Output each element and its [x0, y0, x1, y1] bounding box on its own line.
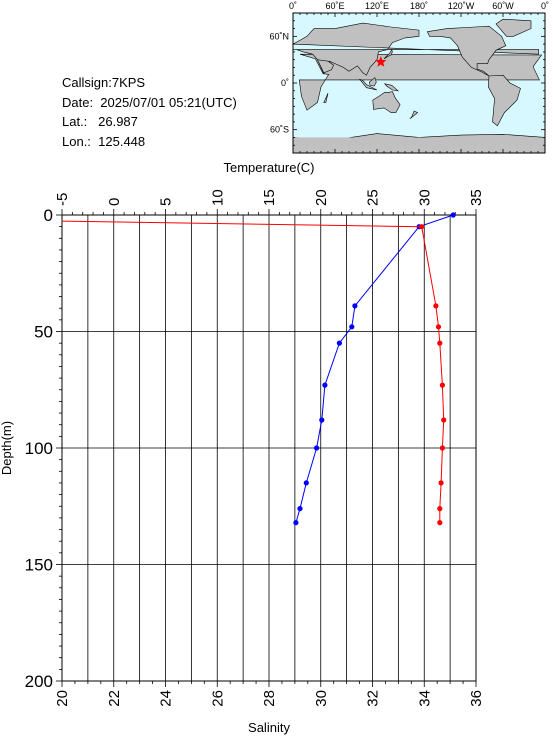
location-marker-icon: [375, 56, 387, 67]
salinity-point: [439, 445, 445, 451]
temperature-point: [336, 340, 342, 346]
map-landmass: [372, 91, 401, 113]
map-landmass: [487, 74, 521, 127]
salinity-point: [437, 506, 443, 512]
salinity-point: [437, 340, 443, 346]
temperature-line: [295, 214, 454, 523]
depth-tick-label: 0: [44, 206, 53, 225]
map-lon-label: 0˚: [541, 1, 549, 11]
map-landmass: [359, 78, 378, 91]
world-map: 0˚ 60˚E 120˚E 180˚ 120˚W 60˚W 0˚ 60˚N 0˚ 60˚S: [269, 1, 549, 154]
temperature-point: [349, 324, 355, 330]
map-landmass: [291, 22, 540, 76]
temperature-point: [297, 506, 303, 512]
temperature-series: [293, 212, 456, 526]
salinity-point: [439, 382, 445, 388]
salinity-point: [438, 480, 444, 486]
location-marker-star: [375, 56, 387, 67]
data-series: [61, 212, 456, 526]
salinity-point: [435, 324, 442, 330]
map-lon-label: 60˚W: [492, 1, 514, 11]
depth-tick-label: 200: [25, 672, 53, 691]
salinity-point: [419, 224, 425, 230]
map-landmass: [383, 83, 399, 92]
temperature-tick-labels: -5 0 5 10 15 20 25 30 35: [54, 189, 485, 206]
map-lat-label: 60˚N: [269, 31, 289, 41]
depth-tick-label: 50: [34, 323, 53, 342]
map-land: [291, 18, 546, 154]
temperature-tick-label: 35: [468, 189, 485, 206]
temperature-tick-label: 0: [106, 198, 123, 206]
salinity-point: [441, 417, 447, 423]
map-antarctica: [293, 137, 545, 153]
temperature-point: [450, 212, 456, 218]
map-lon-label: 180˚: [410, 1, 428, 11]
depth-tick-label: 100: [25, 439, 53, 458]
date-text: Date: 2025/07/01 05:21(UTC): [62, 94, 237, 110]
temperature-tick-label: 5: [158, 198, 175, 206]
station-info: Callsign:7KPS Date: 2025/07/01 05:21(UTC…: [62, 73, 237, 151]
depth-tick-label: 150: [25, 556, 53, 575]
map-lon-label: 120˚E: [365, 1, 389, 11]
temperature-axis-title: Temperature(C): [223, 160, 314, 175]
temperature-tick-label: 30: [416, 189, 433, 206]
map-lon-label: 60˚E: [325, 1, 344, 11]
map-lon-label: 0˚: [289, 1, 297, 11]
temperature-tick-label: 15: [261, 189, 278, 206]
temperature-point: [319, 417, 325, 423]
salinity-tick-label: 22: [106, 690, 123, 707]
salinity-axis-title: Salinity: [248, 720, 290, 735]
salinity-tick-label: 36: [468, 690, 485, 707]
callsign-text: Callsign:7KPS: [62, 75, 146, 90]
map-landmass: [426, 25, 507, 77]
map-lat-labels: 60˚N 0˚ 60˚S: [269, 31, 289, 134]
map-lat-label: 60˚S: [270, 125, 289, 135]
temperature-tick-label: 25: [365, 189, 382, 206]
chart-grid: [62, 215, 476, 681]
salinity-tick-label: 30: [313, 690, 330, 707]
axis-ticks: [56, 209, 477, 687]
map-lon-labels: 0˚ 60˚E 120˚E 180˚ 120˚W 60˚W 0˚: [289, 1, 549, 11]
map-lat-label: 0˚: [281, 78, 289, 88]
map-landmass: [323, 92, 329, 103]
salinity-tick-label: 26: [209, 690, 226, 707]
map-landmass: [368, 77, 377, 87]
longitude-text: Lon.: 125.448: [62, 133, 146, 149]
salinity-tick-label: 28: [261, 690, 278, 707]
salinity-series: [61, 220, 447, 526]
depth-axis-title: Depth(m): [0, 421, 14, 475]
map-landmass: [383, 48, 393, 60]
salinity-tick-label: 24: [158, 690, 175, 707]
temperature-point: [352, 303, 358, 309]
temperature-point: [303, 480, 309, 486]
temperature-tick-label: -5: [54, 193, 71, 206]
temperature-tick-label: 20: [313, 189, 330, 206]
map-landmass: [316, 59, 334, 74]
salinity-point: [433, 303, 439, 309]
map-ticks: [292, 12, 546, 154]
temperature-point: [322, 382, 328, 388]
map-lon-label: 120˚W: [448, 1, 475, 11]
temperature-tick-label: 10: [209, 189, 226, 206]
map-landmass: [495, 18, 532, 37]
salinity-point: [437, 520, 443, 526]
latitude-text: Lat.: 26.987: [62, 114, 138, 129]
temperature-point: [293, 520, 299, 526]
salinity-tick-labels: 20 22 24 26 28 30 32 34 36: [54, 690, 485, 707]
temperature-point: [314, 445, 320, 451]
salinity-tick-label: 34: [416, 690, 433, 707]
map-landmass: [409, 110, 419, 120]
salinity-tick-label: 20: [54, 690, 71, 707]
salinity-tick-label: 32: [365, 690, 382, 707]
depth-tick-labels: 0 50 100 150 200: [25, 206, 53, 691]
